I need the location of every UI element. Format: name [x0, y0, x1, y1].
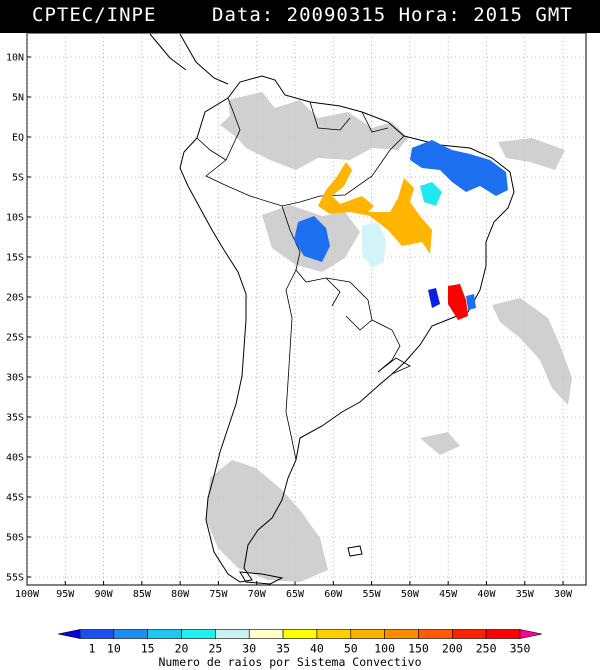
lon-label: 35W — [516, 589, 535, 600]
colorbar-label: 10 — [107, 642, 121, 656]
colorbar-swatch — [418, 629, 453, 639]
country-borders — [196, 97, 411, 461]
system-blue-southeast — [466, 294, 476, 310]
colorbar-label: 30 — [242, 642, 256, 656]
lon-label: 50W — [401, 589, 420, 600]
colorbar-label: 50 — [344, 642, 358, 656]
lat-label: 50S — [6, 533, 24, 544]
colorbar-swatches — [57, 629, 543, 639]
colorbar-label: 20 — [175, 642, 189, 656]
lat-label: 15S — [6, 253, 24, 264]
coastlines — [149, 33, 515, 585]
colorbar-title: Numero de raios por Sistema Convectivo — [158, 655, 421, 669]
colorbar-high-arrow — [519, 629, 543, 639]
lightning-systems — [294, 140, 508, 320]
cloud-amazon — [228, 92, 408, 170]
tierra-del-fuego — [239, 571, 284, 585]
colorbar-label: 40 — [310, 642, 324, 656]
colorbar-label: 250 — [476, 642, 497, 656]
colorbar-label: 25 — [208, 642, 222, 656]
lat-label: 35S — [6, 413, 24, 424]
lat-label: EQ — [12, 133, 24, 144]
colorbar-swatch — [452, 629, 487, 639]
lon-label: 70W — [248, 589, 267, 600]
lon-label: 100W — [15, 589, 40, 600]
cloud-southwest — [420, 432, 460, 455]
colorbar-swatch — [113, 629, 148, 639]
border-chile — [285, 269, 297, 461]
cloud-patagonia — [206, 460, 328, 582]
border-ecuador — [196, 137, 227, 161]
lat-label: 10N — [6, 53, 24, 64]
longitude-labels: 100W 95W 90W 85W 80W 75W 70W 65W 60W 55W 50W 45W 40W… — [15, 581, 573, 600]
colorbar-swatch — [316, 629, 352, 639]
colorbar-label: 100 — [374, 642, 395, 656]
colorbar-swatch — [384, 629, 419, 639]
colorbar-label: 35 — [276, 642, 290, 656]
lon-label: 65W — [286, 589, 305, 600]
colorbar-label: 150 — [408, 642, 429, 656]
falklands — [347, 545, 363, 557]
system-dark-blue — [428, 288, 440, 308]
colorbar-label: 350 — [510, 642, 531, 656]
colorbar: 1 10 15 20 25 30 35 40 50 100 150 200 250 350 Numero … — [57, 629, 543, 669]
central-america — [149, 33, 187, 71]
lon-label: 45W — [439, 589, 458, 600]
lat-label: 45S — [6, 493, 24, 504]
lon-label: 90W — [95, 589, 114, 600]
colorbar-swatch — [350, 629, 385, 639]
lat-label: 5S — [12, 173, 24, 184]
system-red — [448, 284, 468, 320]
colorbar-label: 15 — [141, 642, 155, 656]
lat-label: 55S — [6, 573, 24, 584]
system-light-cyan — [362, 222, 386, 268]
lat-label: 25S — [6, 333, 24, 344]
colorbar-swatch — [147, 629, 182, 639]
datetime-label: Data: 20090315 Hora: 2015 GMT — [212, 4, 573, 26]
system-blue-northeast — [410, 140, 508, 196]
colorbar-swatch — [282, 629, 318, 639]
lat-label: 10S — [6, 213, 24, 224]
colorbar-labels: 1 10 15 20 25 30 35 40 50 100 150 200 250 350 — [89, 642, 531, 656]
lon-label: 80W — [171, 589, 190, 600]
source-label: CPTEC/INPE — [32, 4, 157, 26]
lat-label: 30S — [6, 373, 24, 384]
colorbar-swatch — [181, 629, 216, 639]
colorbar-low-arrow — [57, 629, 81, 639]
system-orange — [318, 162, 432, 254]
colorbar-swatch — [485, 629, 521, 639]
colorbar-swatch — [248, 629, 284, 639]
system-blue-west — [294, 216, 330, 262]
border-paraguay — [325, 277, 373, 331]
caribbean-coast — [179, 33, 229, 85]
colorbar-swatch — [215, 629, 250, 639]
lat-label: 5N — [12, 93, 24, 104]
cloud-atlantic — [492, 298, 572, 405]
lon-label: 55W — [363, 589, 382, 600]
colorbar-label: 200 — [442, 642, 463, 656]
title-bar: CPTEC/INPE Data: 20090315 Hora: 2015 GMT — [0, 0, 600, 33]
lon-label: 95W — [56, 589, 75, 600]
lon-label: 40W — [477, 589, 496, 600]
cloud-cover — [206, 92, 572, 582]
lat-label: 40S — [6, 453, 24, 464]
colorbar-swatch — [79, 629, 115, 639]
south-america-coast — [179, 75, 515, 583]
latitude-labels: 10N 5N EQ 5S 10S 15S 20S 25S 30S 35S 40S 45S 50S 55S — [6, 53, 31, 584]
lon-label: 85W — [133, 589, 152, 600]
lon-label: 60W — [324, 589, 343, 600]
cloud-north — [220, 110, 250, 140]
system-cyan — [420, 182, 442, 206]
cloud-northeast — [498, 138, 565, 170]
lon-label: 75W — [209, 589, 228, 600]
lon-label: 30W — [554, 589, 573, 600]
border-peru-bolivia — [281, 205, 341, 307]
border-uruguay — [377, 357, 411, 375]
border-guianas — [309, 101, 389, 133]
colorbar-label: 1 — [89, 642, 96, 656]
lat-label: 20S — [6, 293, 24, 304]
border-argentina-brazil — [371, 319, 401, 373]
